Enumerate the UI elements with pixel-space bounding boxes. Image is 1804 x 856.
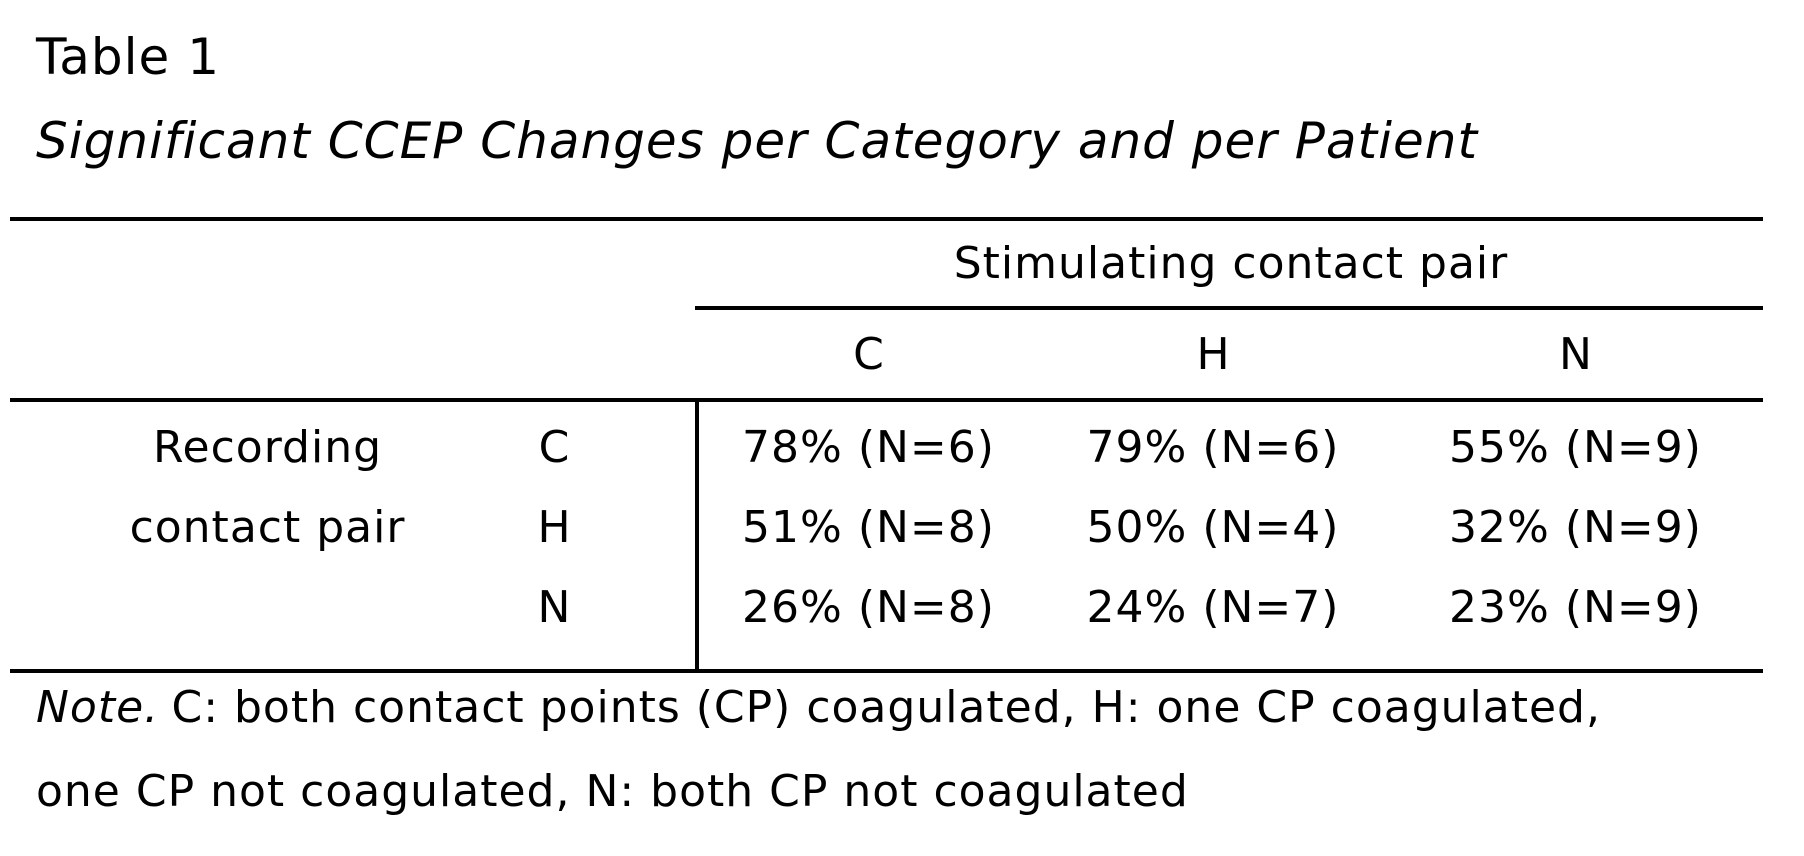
table-bottom-rule [10,669,1763,673]
spanner-underline-rule [695,306,1763,310]
column-group-header: Stimulating contact pair [953,238,1509,289]
table-cell-h-h: 50% (N=4) [1086,501,1340,553]
table-number-title: Table 1 [36,28,221,86]
table-cell-n-c: 26% (N=8) [742,581,995,633]
note-line2: one CP not coagulated, N: both CP not co… [36,766,1189,817]
table-cell-h-c: 51% (N=8) [742,501,995,553]
table-caption: Significant CCEP Changes per Category an… [36,112,1479,170]
row-group-header-line2: contact pair [129,501,406,553]
row-group-header-spacer [10,567,410,647]
row-label-h: H [537,501,572,553]
table-cell-c-n: 55% (N=9) [1449,421,1702,473]
column-header-n: N [1559,328,1592,380]
table-cell-c-h: 79% (N=6) [1086,421,1340,473]
note-line1: C: both contact points (CP) coagulated, … [171,682,1601,733]
table-note: Note. C: both contact points (CP) coagula… [36,666,1776,834]
table-cell-h-n: 32% (N=9) [1449,501,1702,553]
table-cell-c-c: 78% (N=6) [742,421,995,473]
column-headers-rule [10,398,1763,402]
table-body: Recording C 78% (N=6) 79% (N=6) 55% (N=9… [10,402,1763,647]
column-header-c: C [853,328,884,380]
column-header-h: H [1196,328,1230,380]
note-prefix: Note. [36,682,160,733]
row-label-n: N [537,581,572,633]
stub-divider-rule [695,398,699,673]
row-group-header-line1: Recording [152,421,383,473]
table-top-rule [10,217,1763,221]
table-cell-n-n: 23% (N=9) [1449,581,1702,633]
column-headers-row: C H N [699,310,1763,398]
table-cell-n-h: 24% (N=7) [1086,581,1340,633]
ccep-table: Stimulating contact pair C H N Recording… [10,217,1763,673]
row-label-c: C [538,421,571,473]
